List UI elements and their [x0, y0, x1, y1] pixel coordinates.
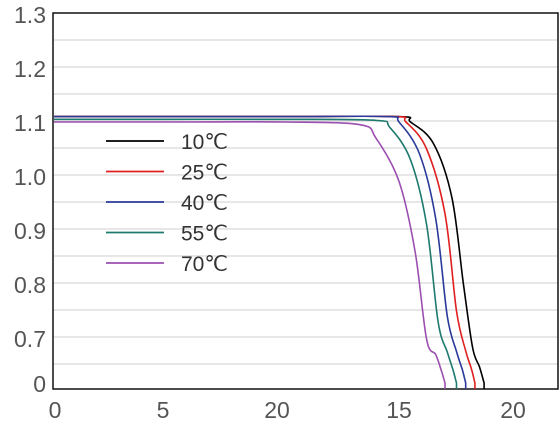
x-tick-label: 15 [386, 397, 412, 422]
legend-label: 40℃ [181, 192, 228, 215]
y-tick-label: 0.7 [14, 326, 46, 352]
series-line [53, 115, 467, 389]
legend-label: 25℃ [181, 162, 228, 185]
grid [53, 39, 558, 365]
y-axis-ticks: 0 0.7 0.8 0.9 1.0 1.1 1.2 1.3 [14, 2, 46, 397]
y-tick-label: 0 [33, 371, 46, 397]
y-tick-label: 1.0 [14, 164, 46, 190]
series-line [54, 118, 458, 389]
legend: 10℃ 25℃ 40℃ 55℃ 70℃ [106, 131, 228, 276]
x-tick-label: 20 [500, 397, 526, 422]
y-tick-label: 1.3 [14, 2, 46, 28]
x-tick-label: 0 [49, 397, 62, 422]
plot-frame [52, 12, 559, 390]
x-tick-label: 20 [264, 397, 290, 422]
legend-label: 55℃ [181, 223, 228, 246]
series-line [53, 115, 485, 389]
series-lines [53, 115, 485, 389]
x-axis-ticks: 0 5 20 15 20 [49, 397, 526, 422]
y-tick-label: 0.8 [14, 272, 46, 298]
series-line [53, 115, 476, 389]
y-tick-label: 1.2 [14, 56, 46, 82]
legend-label: 10℃ [181, 131, 228, 154]
series-line [54, 120, 446, 389]
y-tick-label: 1.1 [14, 110, 46, 136]
x-tick-label: 5 [157, 397, 170, 422]
y-tick-label: 0.9 [14, 218, 46, 244]
legend-label: 70℃ [181, 253, 228, 276]
